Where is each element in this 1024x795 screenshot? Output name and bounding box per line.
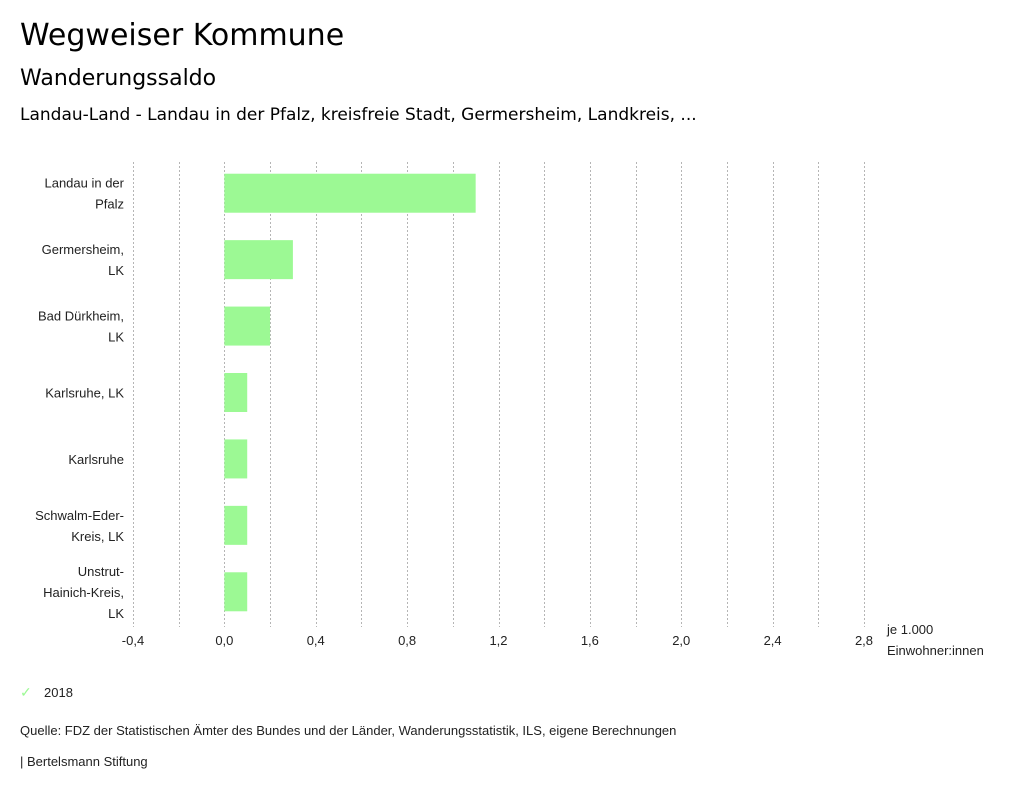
bar[interactable]: [224, 439, 248, 479]
legend-label-2018: 2018: [44, 685, 73, 700]
source-note: Quelle: FDZ der Statistischen Ämter des …: [20, 723, 677, 738]
region-label: Landau-Land - Landau in der Pfalz, kreis…: [20, 105, 697, 125]
x-tick-label: 2,0: [672, 633, 690, 648]
category-label: Karlsruhe, LK: [45, 386, 124, 401]
x-axis-label: je 1.000: [886, 622, 933, 637]
x-tick-label: 2,4: [764, 633, 782, 648]
x-tick-label: 0,4: [307, 633, 325, 648]
category-label: Landau in der Pfalz: [44, 176, 124, 212]
bar[interactable]: [224, 240, 293, 280]
category-label: Karlsruhe: [68, 452, 124, 467]
page-title: Wegweiser Kommune: [20, 18, 345, 53]
x-tick-label: 2,8: [855, 633, 873, 648]
x-axis-unit-label: je 1.000 Einwohner:innen: [886, 622, 984, 658]
chart-subtitle: Wanderungssaldo: [20, 66, 217, 91]
x-tick-label: 0,0: [215, 633, 233, 648]
category-label: Bad Dürkheim, LK: [38, 309, 124, 345]
bar[interactable]: [224, 373, 248, 412]
grid-lines: [133, 162, 865, 627]
category-labels: Landau in der Pfalz Germersheim, LK Bad Dürk…: [35, 176, 125, 621]
bar[interactable]: [224, 572, 248, 612]
bars: [224, 173, 476, 612]
x-tick-label: 0,8: [398, 633, 416, 648]
legend[interactable]: ✓ 2018: [20, 684, 73, 701]
category-label: Schwalm-Eder-Kreis, LK: [35, 508, 124, 544]
check-icon: ✓: [20, 684, 32, 700]
x-tick-label: 1,6: [581, 633, 599, 648]
x-axis-label: Einwohner:innen: [887, 643, 984, 658]
category-label: Germersheim, LK: [42, 242, 125, 278]
bar[interactable]: [224, 505, 248, 545]
category-label: Unstrut-Hainich-Kreis, LK: [43, 564, 124, 621]
bar-chart: Landau in der Pfalz Germersheim, LK Bad Dürk…: [35, 162, 984, 658]
brand-credit: | Bertelsmann Stiftung: [20, 754, 148, 769]
x-tick-label: -0,4: [122, 633, 144, 648]
bar[interactable]: [224, 306, 271, 346]
bar[interactable]: [224, 173, 476, 213]
x-tick-label: 1,2: [489, 633, 507, 648]
x-tick-labels: -0,4 0,0 0,4 0,8 1,2 1,6 2,0 2,4 2,8: [122, 633, 873, 648]
